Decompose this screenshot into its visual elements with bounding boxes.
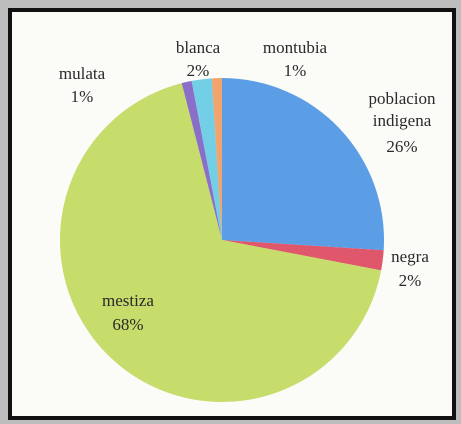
slice-label: negra bbox=[391, 247, 429, 266]
slice-value-label: 2% bbox=[398, 271, 422, 290]
pie-slice bbox=[222, 78, 384, 251]
slice-label: montubia bbox=[262, 38, 328, 57]
slice-value-label: 1% bbox=[283, 61, 307, 80]
pie-slice bbox=[59, 83, 382, 403]
slice-label: poblacion indigena bbox=[368, 89, 436, 130]
slice-label: mestiza bbox=[102, 291, 154, 310]
slice-value-label: 2% bbox=[186, 61, 210, 80]
slice-value-label: 1% bbox=[70, 87, 94, 106]
pie-slice bbox=[181, 80, 222, 240]
slice-value-label: 68% bbox=[112, 315, 144, 334]
slice-value-label: 26% bbox=[386, 137, 418, 156]
pie-slice bbox=[211, 78, 222, 240]
pie-slice bbox=[191, 78, 222, 240]
slice-label: mulata bbox=[58, 64, 106, 83]
slice-label: blanca bbox=[175, 38, 221, 57]
pie-slice bbox=[222, 240, 384, 271]
